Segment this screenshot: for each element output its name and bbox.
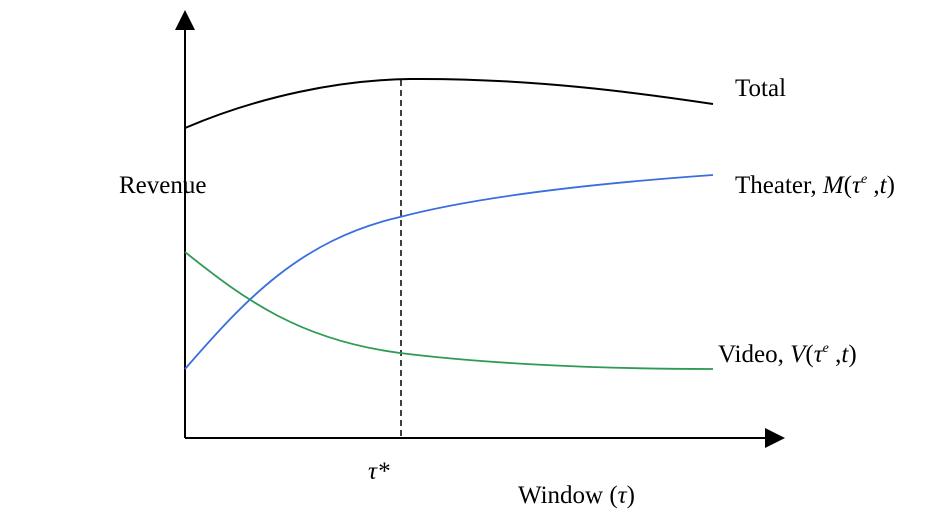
video-label-variable: t: [841, 341, 849, 368]
video-label-tau: τ: [814, 341, 824, 368]
video-label-separator: ,: [829, 341, 842, 368]
theater-label-close-paren: ): [887, 172, 895, 199]
x-axis-label-prefix: Window (: [518, 482, 618, 509]
x-axis-arrowhead: [765, 428, 785, 448]
series-video-line: [184, 251, 714, 370]
video-label-exponent: e: [823, 341, 829, 356]
theater-label-tau: τ: [852, 172, 862, 199]
video-label-open-paren: (: [805, 341, 813, 368]
video-label-close-paren: ): [848, 341, 856, 368]
theater-label-function: M: [822, 172, 845, 199]
series-total-line: [184, 77, 714, 129]
series-label-video: Video, V(τe ,t): [718, 341, 857, 368]
theater-label-separator: ,: [867, 172, 880, 199]
y-axis-arrowhead: [175, 10, 195, 30]
y-axis-label: Revenue: [119, 172, 206, 199]
video-label-prefix: Video,: [718, 341, 790, 368]
tau-star-tick-label: τ*: [368, 458, 390, 485]
theater-label-prefix: Theater,: [735, 172, 823, 199]
series-label-theater: Theater, M(τe ,t): [735, 172, 895, 199]
video-label-function: V: [790, 341, 808, 368]
series-theater-line: [184, 174, 714, 370]
theater-label-exponent: e: [861, 172, 867, 187]
x-axis-label-symbol: τ: [618, 482, 628, 509]
x-axis-label-suffix: ): [627, 482, 635, 509]
theater-label-open-paren: (: [844, 172, 852, 199]
x-axis-label: Window (τ): [518, 482, 635, 509]
series-label-total: Total: [735, 75, 786, 102]
theater-label-variable: t: [880, 172, 888, 199]
